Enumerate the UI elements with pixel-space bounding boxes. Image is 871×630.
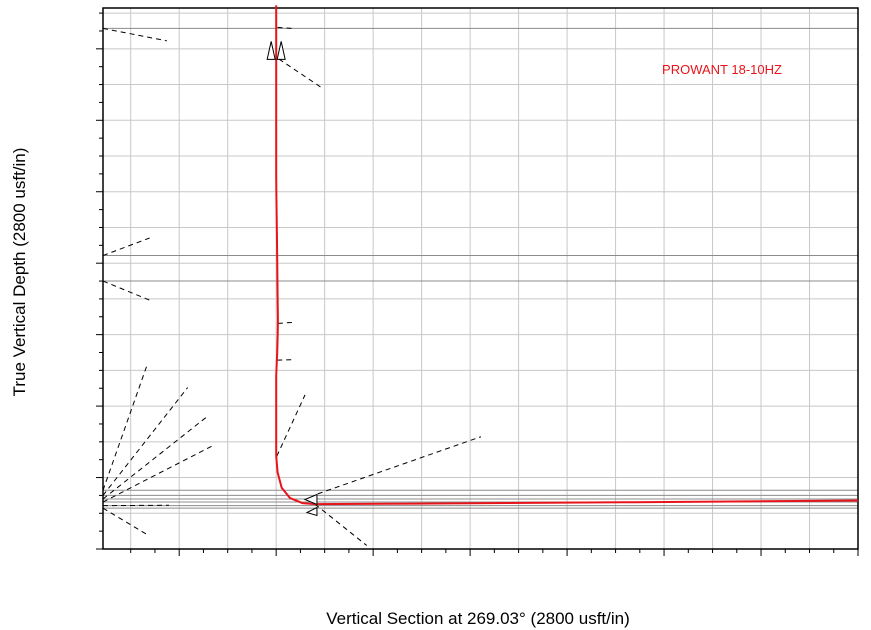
- chart-title: PROWANT 18-10HZ: [662, 62, 782, 77]
- formation-leader: [102, 416, 208, 500]
- formation-leader: [102, 364, 148, 491]
- axis-ticks: [96, 12, 859, 556]
- markers: [266, 41, 318, 517]
- formation-leader: [102, 27, 167, 42]
- formation-leader: [102, 507, 150, 537]
- annotation-leader: [277, 359, 293, 361]
- formation-leader: [102, 280, 150, 301]
- annotation-leader: [276, 394, 306, 457]
- formation-leader: [102, 445, 213, 503]
- annotation-leader: [277, 321, 293, 324]
- annotation-leader: [314, 503, 367, 546]
- target-marker: [303, 493, 318, 517]
- annotation-leader: [277, 26, 293, 29]
- annotation-leader: [317, 436, 482, 495]
- formation-lines: [103, 27, 858, 509]
- y-axis-label: True Vertical Depth (2800 usft/in): [10, 148, 29, 397]
- x-axis-label: Vertical Section at 269.03° (2800 usft/i…: [326, 609, 630, 628]
- grid: [103, 8, 858, 549]
- formation-leader: [102, 237, 150, 257]
- formation-leader: [102, 387, 189, 496]
- casing-marker: [266, 41, 286, 60]
- plot-frame: [102, 7, 859, 550]
- leader-lines: [102, 26, 482, 546]
